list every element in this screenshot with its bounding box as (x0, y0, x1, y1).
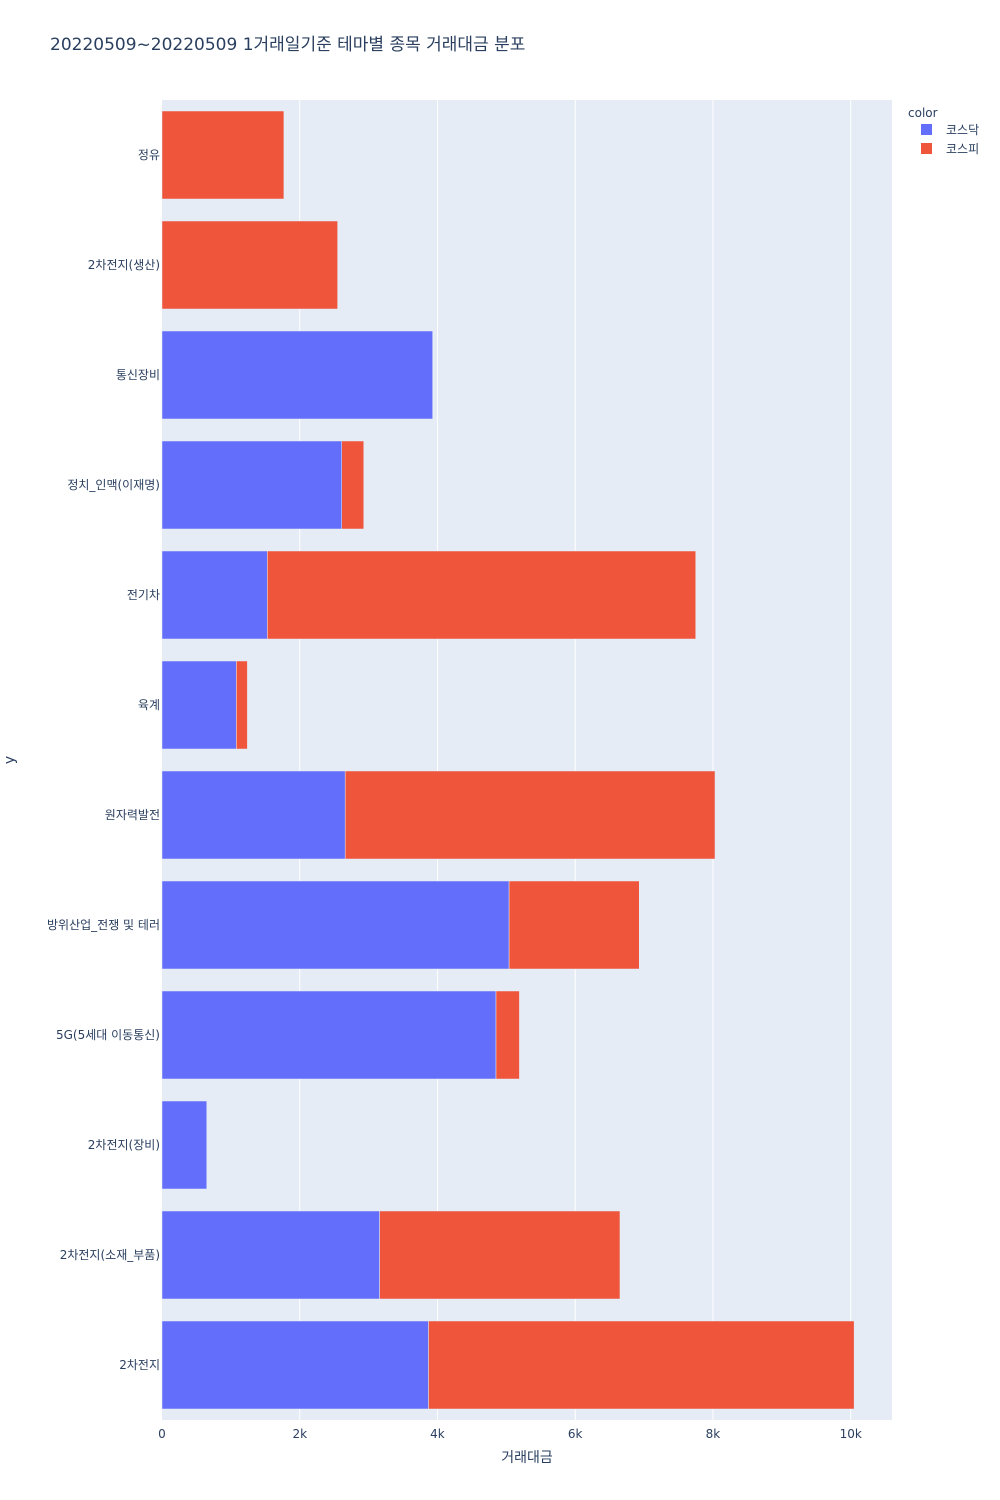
x-tick-label: 8k (706, 1427, 721, 1441)
bar (508, 880, 640, 970)
y-tick-label: 2차전지(생산) (88, 258, 160, 272)
legend-swatch (921, 143, 932, 154)
y-tick-label: 5G(5세대 이동통신) (56, 1028, 160, 1042)
bar (161, 330, 433, 420)
x-axis-title: 거래대금 (501, 1450, 553, 1466)
bar (161, 660, 237, 750)
legend-title: color (908, 106, 938, 120)
bar (161, 220, 338, 310)
x-tick-label: 6k (568, 1427, 583, 1441)
bar (161, 880, 510, 970)
bar (495, 990, 520, 1080)
x-tick-labels: 0 2k 4k 6k 8k 10k (158, 1427, 862, 1441)
legend-swatch (921, 124, 932, 135)
bars (161, 110, 855, 1410)
y-axis-title: y (2, 756, 18, 764)
y-tick-label: 방위산업_전쟁 및 테러 (47, 918, 160, 932)
x-tick-label: 2k (292, 1427, 307, 1441)
bar (161, 1320, 429, 1410)
legend-label: 코스피 (946, 142, 979, 156)
y-tick-label: 2차전지(장비) (88, 1138, 160, 1152)
bar (236, 660, 248, 750)
bar (161, 440, 342, 530)
bar (379, 1210, 621, 1300)
plot-background (162, 100, 892, 1420)
bar (161, 110, 285, 200)
bar (161, 1100, 208, 1190)
bar (428, 1320, 855, 1410)
bar (161, 550, 268, 640)
x-tick-label: 0 (158, 1427, 166, 1441)
bar (161, 990, 497, 1080)
y-tick-label: 2차전지(소재_부품) (60, 1248, 160, 1262)
y-tick-label: 정치_인맥(이재명) (67, 478, 160, 492)
bar (267, 550, 696, 640)
y-tick-label: 전기차 (127, 588, 160, 602)
chart-title: 20220509~20220509 1거래일기준 테마별 종목 거래대금 분포 (50, 35, 525, 55)
gridlines (299, 100, 852, 1420)
bar (161, 770, 346, 860)
y-tick-label: 2차전지 (119, 1358, 160, 1372)
bar (344, 770, 716, 860)
bar (161, 1210, 380, 1300)
legend-label: 코스닥 (946, 123, 979, 137)
y-tick-label: 정유 (138, 148, 160, 162)
x-tick-label: 4k (430, 1427, 445, 1441)
y-tick-label: 통신장비 (116, 368, 160, 382)
y-tick-label: 육계 (138, 698, 160, 712)
bar (341, 440, 365, 530)
y-tick-label: 원자력발전 (105, 808, 160, 822)
x-tick-label: 10k (840, 1427, 862, 1441)
